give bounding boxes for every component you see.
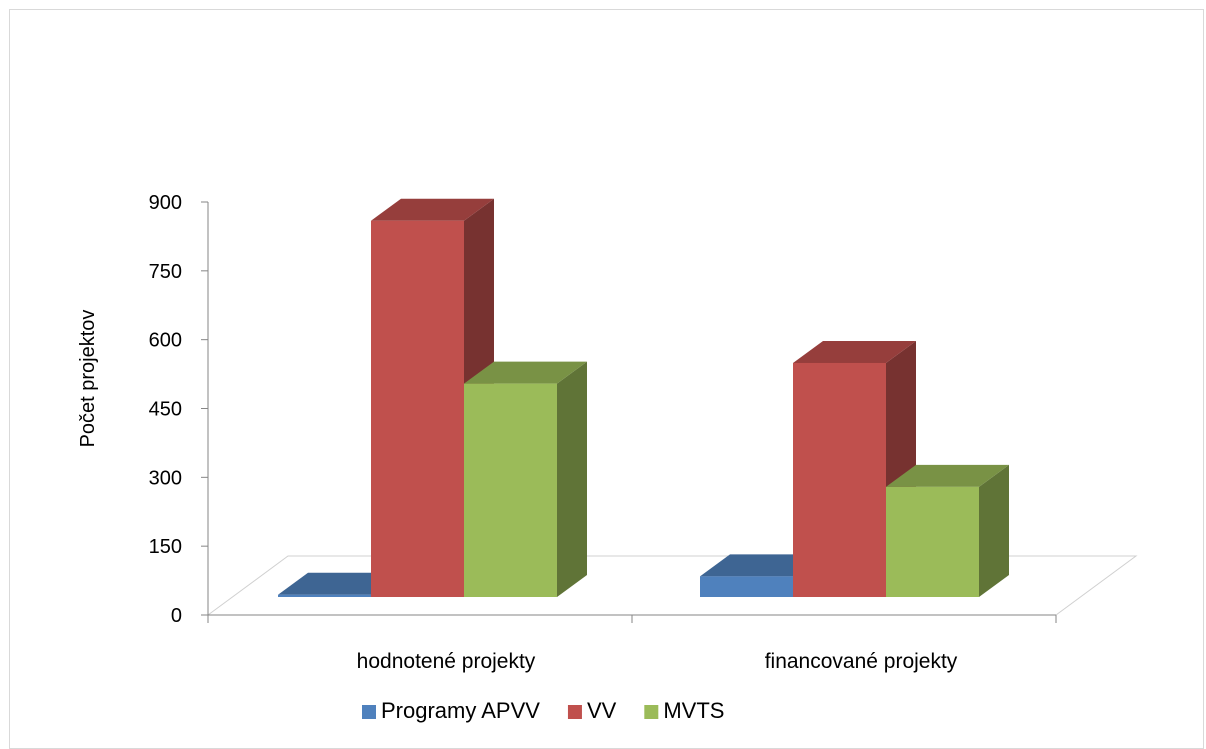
x-category-label: hodnotené projekty: [357, 650, 536, 673]
legend-swatch: [567, 705, 582, 719]
y-axis-title: Počet projektov: [77, 310, 99, 448]
legend-label: VV: [587, 698, 617, 723]
bar-top-face: [278, 572, 401, 595]
bar-top-face: [371, 198, 494, 221]
bar-side-face: [557, 361, 587, 597]
y-tick-label: 300: [149, 467, 182, 489]
bar-2-2: [793, 340, 916, 597]
bar-front-face: [793, 362, 886, 597]
legend-label: MVTS: [663, 698, 724, 723]
legend-swatch: [644, 705, 659, 719]
y-tick-label: 450: [149, 399, 182, 421]
bar-front-face: [464, 383, 557, 597]
y-tick-label: 0: [171, 605, 182, 627]
legend-item: Programy APVV: [362, 698, 540, 723]
legend-swatch: [362, 705, 376, 719]
bar-front-face: [371, 220, 464, 597]
legend-item: VV: [567, 698, 617, 723]
bar-front-face: [700, 576, 793, 597]
bar-2-3: [886, 464, 1009, 597]
y-tick-label: 750: [149, 261, 182, 283]
bar-top-face: [700, 554, 823, 577]
bar-top-face: [886, 464, 1009, 487]
legend-item: MVTS: [644, 698, 724, 723]
bar-1-3: [464, 361, 587, 597]
legend-label: Programy APVV: [381, 698, 540, 723]
bar-front-face: [278, 594, 371, 597]
bar-top-face: [464, 361, 587, 384]
bar-front-face: [886, 486, 979, 597]
x-category-label: financované projekty: [765, 650, 958, 673]
bar-side-face: [979, 464, 1009, 597]
y-tick-label: 600: [149, 330, 182, 352]
bar-top-face: [793, 340, 916, 363]
chart-plot: 0 150 300 450 600 750 900 Počet projektov hodnot…: [77, 192, 1138, 723]
y-tick-label: 150: [149, 536, 182, 558]
y-tick-label: 900: [149, 192, 182, 214]
